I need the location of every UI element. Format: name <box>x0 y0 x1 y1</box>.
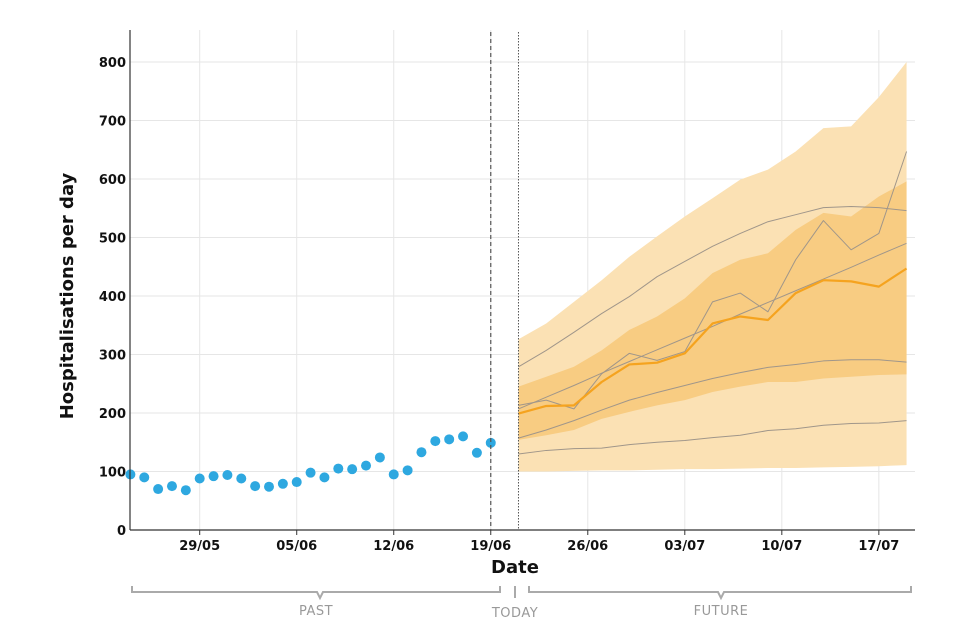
observed-point <box>430 436 441 447</box>
observed-point <box>305 467 316 478</box>
observed-point <box>166 481 177 492</box>
period-brackets <box>131 586 912 601</box>
past-label: PAST <box>299 604 333 619</box>
observed-point <box>458 431 469 442</box>
future-bracket <box>528 586 912 601</box>
x-tick-label: 17/07 <box>858 539 899 554</box>
median-projection-line <box>518 267 908 415</box>
x-axis-label: Date <box>491 557 539 578</box>
y-tick-label: 0 <box>117 524 126 539</box>
x-tick-label: 03/07 <box>664 539 705 554</box>
observed-points <box>125 431 496 496</box>
projection-bands <box>518 62 907 472</box>
x-tick-label: 05/06 <box>276 539 317 554</box>
past-bracket <box>131 586 501 601</box>
y-tick-label: 100 <box>99 466 126 481</box>
y-tick-label: 400 <box>99 290 126 305</box>
observed-point <box>222 470 233 481</box>
observed-point <box>471 447 482 458</box>
observed-point <box>416 447 427 458</box>
y-tick-label: 200 <box>99 407 126 422</box>
y-tick-label: 300 <box>99 349 126 364</box>
x-tick-label: 10/07 <box>761 539 802 554</box>
observed-point <box>139 472 150 483</box>
scenario-line <box>518 420 907 455</box>
observed-point <box>402 465 413 476</box>
observed-point <box>319 472 330 483</box>
observed-point <box>194 473 205 484</box>
projection-lines <box>518 151 908 455</box>
observed-point <box>264 481 274 492</box>
today-label: TODAY <box>491 606 538 621</box>
observed-point <box>374 452 385 463</box>
scenario-line <box>518 205 907 368</box>
y-tick-label: 600 <box>99 173 126 188</box>
observed-point <box>208 471 219 482</box>
observed-point <box>361 460 372 471</box>
observed-point <box>388 469 399 480</box>
observed-point <box>347 464 358 475</box>
observed-point <box>333 463 344 474</box>
y-tick-label: 500 <box>99 232 126 247</box>
scenario-line <box>518 359 907 439</box>
observed-point <box>444 434 455 445</box>
observed-point <box>277 478 288 489</box>
observed-point <box>180 485 191 496</box>
x-tick-label: 19/06 <box>470 539 511 554</box>
observed-point <box>236 473 247 484</box>
axes: 0 100 200 300 400 500 600 700 800 29/05 05/06 12/06… <box>99 30 915 554</box>
observed-point <box>291 477 302 488</box>
x-tick-label: 12/06 <box>373 539 414 554</box>
inner-uncertainty-band <box>518 181 907 440</box>
x-tick-label: 26/06 <box>567 539 608 554</box>
observed-point <box>250 481 261 492</box>
y-tick-label: 700 <box>99 115 126 130</box>
observed-point <box>485 437 496 448</box>
y-axis-label: Hospitalisations per day <box>57 172 78 419</box>
observed-point <box>153 484 164 495</box>
future-label: FUTURE <box>694 604 749 619</box>
y-tick-label: 800 <box>99 56 126 71</box>
x-tick-label: 29/05 <box>179 539 220 554</box>
scenario-line <box>518 242 907 410</box>
